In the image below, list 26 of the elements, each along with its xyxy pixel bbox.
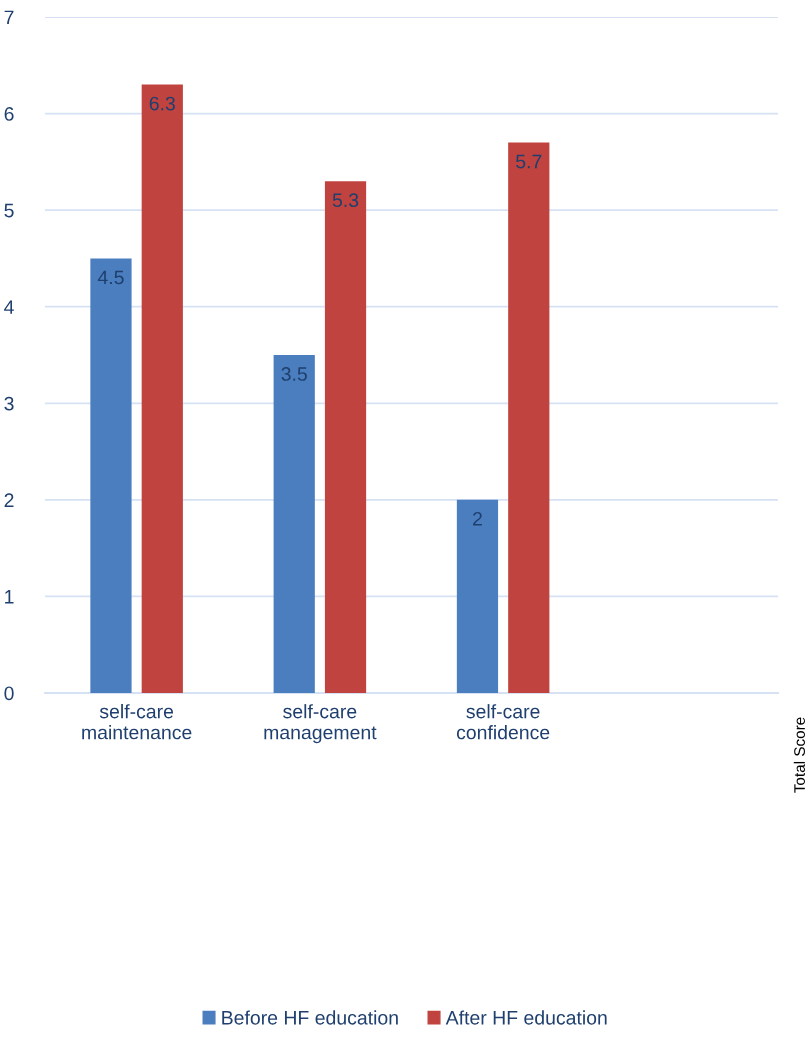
y-tick-label: 6 (4, 107, 14, 121)
y-tick-label: 0 (4, 686, 14, 701)
y-tick-label: 4 (4, 300, 14, 314)
text: Total Score (793, 717, 805, 793)
bar (273, 355, 315, 693)
y-tick-label: 3 (4, 396, 14, 411)
x-tick-label: self-care confidence (456, 704, 550, 740)
y-tick-label: 7 (4, 10, 14, 25)
x-tick-label: self-care maintenance (82, 704, 192, 740)
legend-label: Before HF education (222, 1010, 398, 1025)
x-tick-label: self-care management (264, 704, 377, 744)
legend-label: After HF education (445, 1010, 607, 1025)
y-tick-label: 1 (5, 590, 14, 604)
data-label: 3.5 (281, 367, 307, 381)
data-label: 6.3 (149, 96, 175, 111)
bar (141, 84, 183, 693)
y-tick-label: 5 (4, 203, 14, 218)
data-label: 5.7 (516, 154, 542, 169)
bar (508, 142, 550, 693)
data-label: 5.3 (332, 193, 359, 208)
data-label: 2 (473, 511, 482, 526)
bar (324, 181, 367, 693)
y-tick-label: 2 (4, 493, 14, 507)
bar (456, 499, 499, 693)
data-label: 4.5 (97, 270, 124, 285)
bar (90, 258, 132, 693)
